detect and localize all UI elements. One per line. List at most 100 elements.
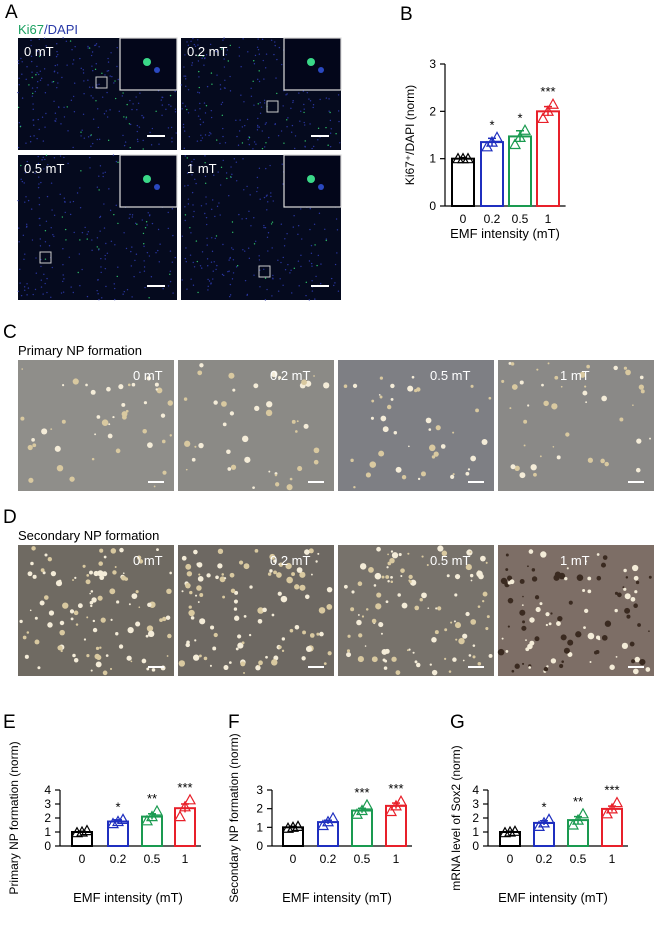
texture-dot: [98, 46, 100, 48]
texture-dot: [205, 196, 207, 198]
sphere: [276, 572, 282, 578]
texture-dot: [249, 194, 251, 196]
texture-dot: [244, 250, 246, 252]
texture-dot: [142, 232, 145, 235]
sphere: [559, 663, 564, 669]
sphere: [576, 574, 584, 581]
texture-dot: [64, 201, 66, 203]
texture-dot: [223, 274, 225, 277]
texture-dot: [31, 87, 34, 89]
texture-dot: [236, 265, 239, 267]
texture-dot: [21, 61, 23, 63]
sphere: [277, 591, 282, 596]
sphere: [469, 573, 474, 578]
sphere: [135, 621, 141, 627]
texture-dot: [26, 160, 28, 163]
sphere: [527, 643, 533, 650]
texture-dot: [187, 44, 190, 47]
texture-dot: [287, 117, 289, 119]
sphere: [269, 553, 276, 560]
significance: ***: [354, 785, 369, 800]
texture-dot: [215, 268, 217, 271]
sphere: [556, 455, 561, 460]
texture-dot: [284, 238, 286, 240]
texture-dot: [241, 142, 244, 144]
texture-dot: [44, 282, 46, 285]
texture-dot: [204, 175, 207, 178]
sphere: [107, 433, 113, 439]
texture-dot: [18, 77, 20, 79]
sphere: [291, 572, 296, 576]
sphere: [639, 375, 644, 380]
texture-dot: [193, 158, 195, 161]
sphere: [167, 633, 172, 639]
texture-dot: [17, 106, 20, 109]
sphere: [254, 548, 259, 553]
sphere: [223, 665, 229, 671]
texture-dot: [17, 60, 20, 62]
texture-dot: [149, 131, 151, 134]
texture-dot: [219, 142, 221, 145]
texture-dot: [235, 161, 238, 163]
texture-dot: [106, 252, 109, 255]
data-point: [80, 824, 94, 836]
texture-dot: [286, 119, 288, 121]
data-point: [508, 825, 522, 836]
sphere: [229, 572, 235, 578]
sphere: [206, 573, 211, 578]
sphere: [103, 555, 107, 559]
texture-dot: [197, 115, 200, 117]
texture-dot: [313, 223, 316, 225]
texture-dot: [202, 121, 205, 123]
texture-dot: [242, 38, 244, 40]
sphere: [510, 362, 515, 366]
sphere: [453, 620, 457, 623]
texture-dot: [309, 123, 311, 125]
texture-dot: [21, 180, 24, 183]
significance: *: [489, 117, 494, 132]
data-point: [360, 798, 374, 810]
sphere: [527, 404, 530, 407]
texture-dot: [231, 173, 233, 176]
sphere: [274, 474, 278, 477]
texture-dot: [304, 140, 306, 142]
texture-dot: [169, 280, 172, 283]
sphere: [37, 666, 41, 670]
sphere: [371, 618, 377, 624]
texture-dot: [229, 44, 231, 47]
texture-dot: [186, 157, 189, 159]
sphere: [626, 614, 631, 619]
sphere: [194, 639, 197, 642]
significance: **: [573, 794, 583, 809]
sphere: [514, 465, 520, 471]
sphere: [61, 419, 66, 424]
texture-dot: [266, 194, 268, 196]
data-point: [178, 800, 192, 812]
sphere: [635, 580, 640, 585]
sphere: [228, 372, 235, 379]
sphere: [75, 623, 79, 626]
stain-ki67: Ki67: [18, 22, 44, 37]
texture-dot: [220, 166, 223, 169]
sphere: [450, 621, 453, 624]
texture-dot: [181, 108, 183, 110]
sphere: [57, 645, 63, 651]
texture-dot: [63, 197, 65, 199]
texture-dot: [47, 84, 49, 86]
sphere: [309, 633, 315, 638]
texture-dot: [185, 261, 187, 263]
sphere: [416, 662, 421, 668]
texture-dot: [116, 46, 118, 49]
sphere: [637, 623, 641, 627]
sphere: [539, 455, 542, 458]
texture-dot: [335, 218, 338, 220]
texture-dot: [56, 72, 59, 74]
sphere: [74, 576, 77, 579]
texture-dot: [199, 118, 202, 121]
texture-dot: [53, 71, 56, 73]
texture-dot: [183, 66, 185, 68]
x-axis-label: EMF intensity (mT): [498, 890, 608, 905]
texture-dot: [95, 63, 97, 65]
sphere: [381, 649, 388, 655]
texture-dot: [274, 44, 276, 47]
